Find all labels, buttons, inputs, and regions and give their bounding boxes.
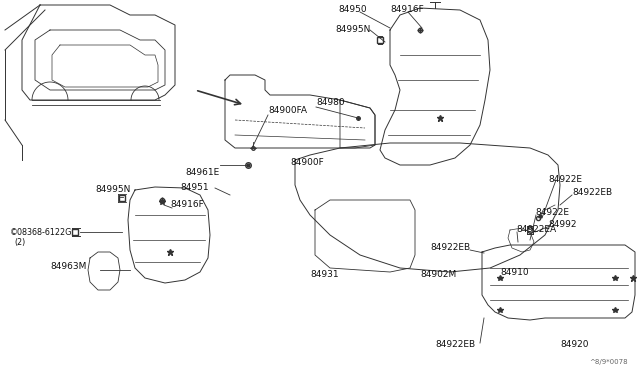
Text: 84902M: 84902M bbox=[420, 270, 456, 279]
Text: 84961E: 84961E bbox=[185, 168, 220, 177]
Text: 84900FA: 84900FA bbox=[268, 106, 307, 115]
Text: 84922EB: 84922EB bbox=[572, 188, 612, 197]
Text: 84920: 84920 bbox=[560, 340, 589, 349]
Text: 84992: 84992 bbox=[548, 220, 577, 229]
Text: ^8/9*0078: ^8/9*0078 bbox=[589, 359, 628, 365]
Text: 84963M: 84963M bbox=[50, 262, 86, 271]
Text: 84916F: 84916F bbox=[170, 200, 204, 209]
Text: 84916F: 84916F bbox=[390, 5, 424, 14]
Text: 84950: 84950 bbox=[338, 5, 367, 14]
Text: 84922EB: 84922EB bbox=[430, 243, 470, 252]
Text: 84922E: 84922E bbox=[548, 175, 582, 184]
Text: ©08368-6122G: ©08368-6122G bbox=[10, 228, 72, 237]
Text: 84995N: 84995N bbox=[95, 185, 131, 194]
Text: 84931: 84931 bbox=[310, 270, 339, 279]
Text: (2): (2) bbox=[14, 238, 25, 247]
Text: 84922EB: 84922EB bbox=[435, 340, 475, 349]
Text: 84922EA: 84922EA bbox=[516, 225, 556, 234]
Text: 84995N: 84995N bbox=[335, 25, 371, 34]
Text: 84922E: 84922E bbox=[535, 208, 569, 217]
Text: 84951: 84951 bbox=[180, 183, 209, 192]
Text: 84980: 84980 bbox=[316, 98, 344, 107]
Text: 84910: 84910 bbox=[500, 268, 529, 277]
Text: 84900F: 84900F bbox=[290, 158, 324, 167]
